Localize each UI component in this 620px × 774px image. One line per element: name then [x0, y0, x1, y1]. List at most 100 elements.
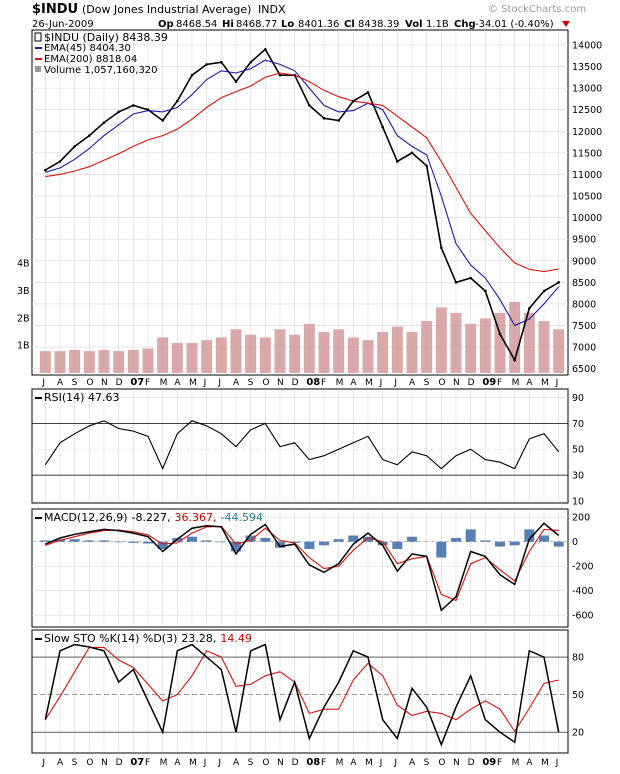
price-point [542, 289, 546, 293]
price-point [278, 73, 282, 77]
exchange-label: INDX [258, 3, 286, 16]
price-point [293, 73, 296, 77]
top-month-label: F [145, 378, 150, 388]
vol-label: Vol [405, 19, 423, 30]
bottom-month-label: F [145, 758, 150, 768]
macd-histogram-bar [245, 535, 256, 542]
volume-tick-label: 3B [17, 286, 30, 297]
price-point [220, 60, 223, 64]
macd-histogram-bar [524, 529, 535, 542]
price-point [161, 119, 164, 122]
bottom-month-label: A [526, 758, 533, 768]
sto-legend-label: Slow STO %K(14) %D(3) 23.28, 14.49 [44, 632, 252, 645]
macd-line [45, 522, 560, 612]
top-month-label: D [292, 378, 299, 388]
macd-histogram-bar [99, 540, 109, 542]
bottom-month-label: A [350, 758, 357, 768]
volume-bar [538, 321, 550, 373]
macd-histogram-bar [436, 541, 447, 558]
volume-bar [553, 329, 565, 373]
volume-bar [98, 349, 110, 373]
price-point [352, 99, 355, 103]
bottom-month-label: J [555, 758, 559, 768]
top-month-label: F [321, 378, 326, 388]
price-panel [31, 29, 569, 376]
bottom-month-label: J [379, 758, 383, 768]
volume-tick-label: 2B [17, 313, 30, 324]
price-point [469, 276, 472, 280]
bottom-month-label: F [321, 758, 326, 768]
sto-tick-label: 50 [572, 690, 584, 701]
macd-histogram-bar [539, 535, 549, 542]
macd-histogram-bar [509, 541, 520, 546]
price-line-1 [45, 59, 560, 327]
close-label: Cl [344, 19, 355, 30]
volume-bar [259, 337, 271, 373]
top-month-label: 07 [130, 377, 144, 388]
bottom-month-label: M [512, 758, 520, 768]
price-point [337, 119, 340, 122]
bottom-month-label: M [365, 758, 373, 768]
price-tick-label: 12500 [572, 105, 602, 116]
volume-bar [406, 332, 418, 373]
volume-bar [54, 351, 66, 373]
price-point [73, 145, 76, 148]
top-month-label: O [438, 378, 445, 388]
price-point [58, 160, 62, 163]
bottom-month-label: A [233, 758, 240, 768]
macd-tick-label: -400 [572, 586, 594, 597]
chg-label: Chg [454, 19, 476, 30]
volume-bar [303, 323, 315, 373]
price-point [498, 332, 502, 336]
price-tick-label: 6500 [572, 364, 596, 375]
price-point [132, 104, 135, 107]
price-tick-label: 7500 [572, 321, 596, 332]
down-arrow-icon [562, 21, 570, 27]
bottom-month-label: A [409, 758, 416, 768]
price-legend-swatch [34, 32, 42, 42]
top-month-label: J [41, 378, 45, 388]
top-month-label: S [72, 378, 78, 388]
axis-labels: 6500700075008000850090009500100001050011… [17, 40, 602, 768]
price-tick-label: 13000 [572, 84, 602, 95]
bottom-month-label: O [262, 758, 269, 768]
macd-histogram-bar [187, 536, 197, 542]
volume-bar [171, 342, 183, 373]
macd-histogram-bar [128, 541, 139, 543]
volume-bar [509, 301, 521, 373]
price-tick-label: 8500 [572, 278, 596, 289]
low-value: 8401.36 [298, 19, 339, 30]
symbol-title: $INDU [32, 2, 78, 17]
bottom-month-label: F [497, 758, 502, 768]
price-point [205, 63, 208, 66]
top-month-label: M [160, 378, 168, 388]
macd-histogram-bar [84, 540, 95, 542]
bottom-month-label: D [292, 758, 299, 768]
top-month-label: A [57, 378, 64, 388]
price-tick-label: 10500 [572, 192, 602, 203]
macd-histogram-bar [260, 537, 271, 542]
rsi-line [44, 420, 560, 470]
macd-histogram-bar [113, 541, 124, 543]
volume-tick-label: 1B [17, 341, 30, 352]
price-point [249, 60, 252, 64]
price-line-0 [44, 48, 560, 363]
macd-panel [31, 508, 569, 628]
ema45-legend-label: EMA(45) 8404.30 [44, 43, 131, 54]
macd-histogram-bar [333, 539, 344, 542]
bottom-month-label: M [336, 758, 344, 768]
chg-value: -34.01 (-0.40%) [475, 19, 554, 30]
volume-tick-label: 4B [17, 259, 30, 270]
top-month-label: J [217, 378, 221, 388]
price-tick-label: 11500 [572, 148, 602, 159]
volume-bar [523, 312, 535, 373]
volume-bar [274, 329, 286, 373]
price-tick-label: 14000 [572, 40, 602, 51]
top-month-label: N [277, 378, 284, 388]
macd-tick-label: -600 [572, 611, 594, 622]
index-name: (Dow Jones Industrial Average) [82, 3, 251, 16]
rsi-tick-label: 10 [572, 497, 584, 508]
open-value: 8468.54 [176, 19, 217, 30]
sto-d-line [44, 646, 559, 733]
